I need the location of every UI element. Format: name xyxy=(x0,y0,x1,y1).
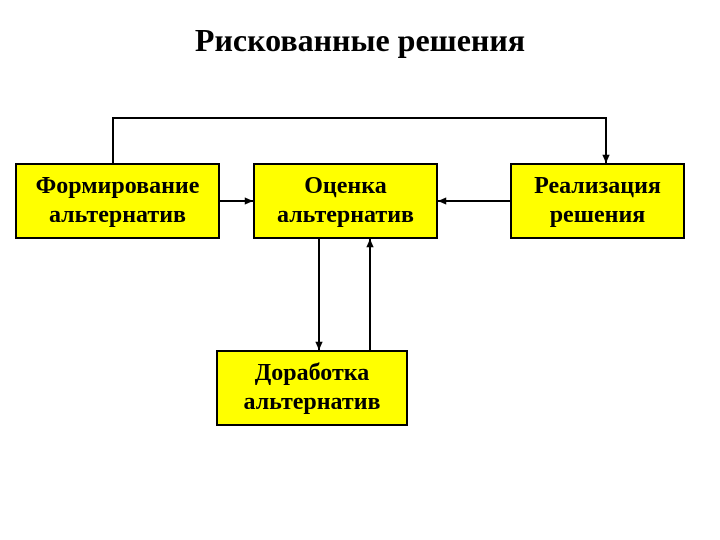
node-formation: Формированиеальтернатив xyxy=(15,163,220,239)
node-evaluation: Оценкаальтернатив xyxy=(253,163,438,239)
node-formation-label: Формированиеальтернатив xyxy=(36,172,200,230)
connectors-layer xyxy=(0,0,720,540)
diagram-title: Рискованные решения xyxy=(0,22,720,59)
node-realization: Реализациярешения xyxy=(510,163,685,239)
node-realization-label: Реализациярешения xyxy=(534,172,661,230)
node-refinement-label: Доработкаальтернатив xyxy=(243,359,380,417)
node-refinement: Доработкаальтернатив xyxy=(216,350,408,426)
node-evaluation-label: Оценкаальтернатив xyxy=(277,172,414,230)
